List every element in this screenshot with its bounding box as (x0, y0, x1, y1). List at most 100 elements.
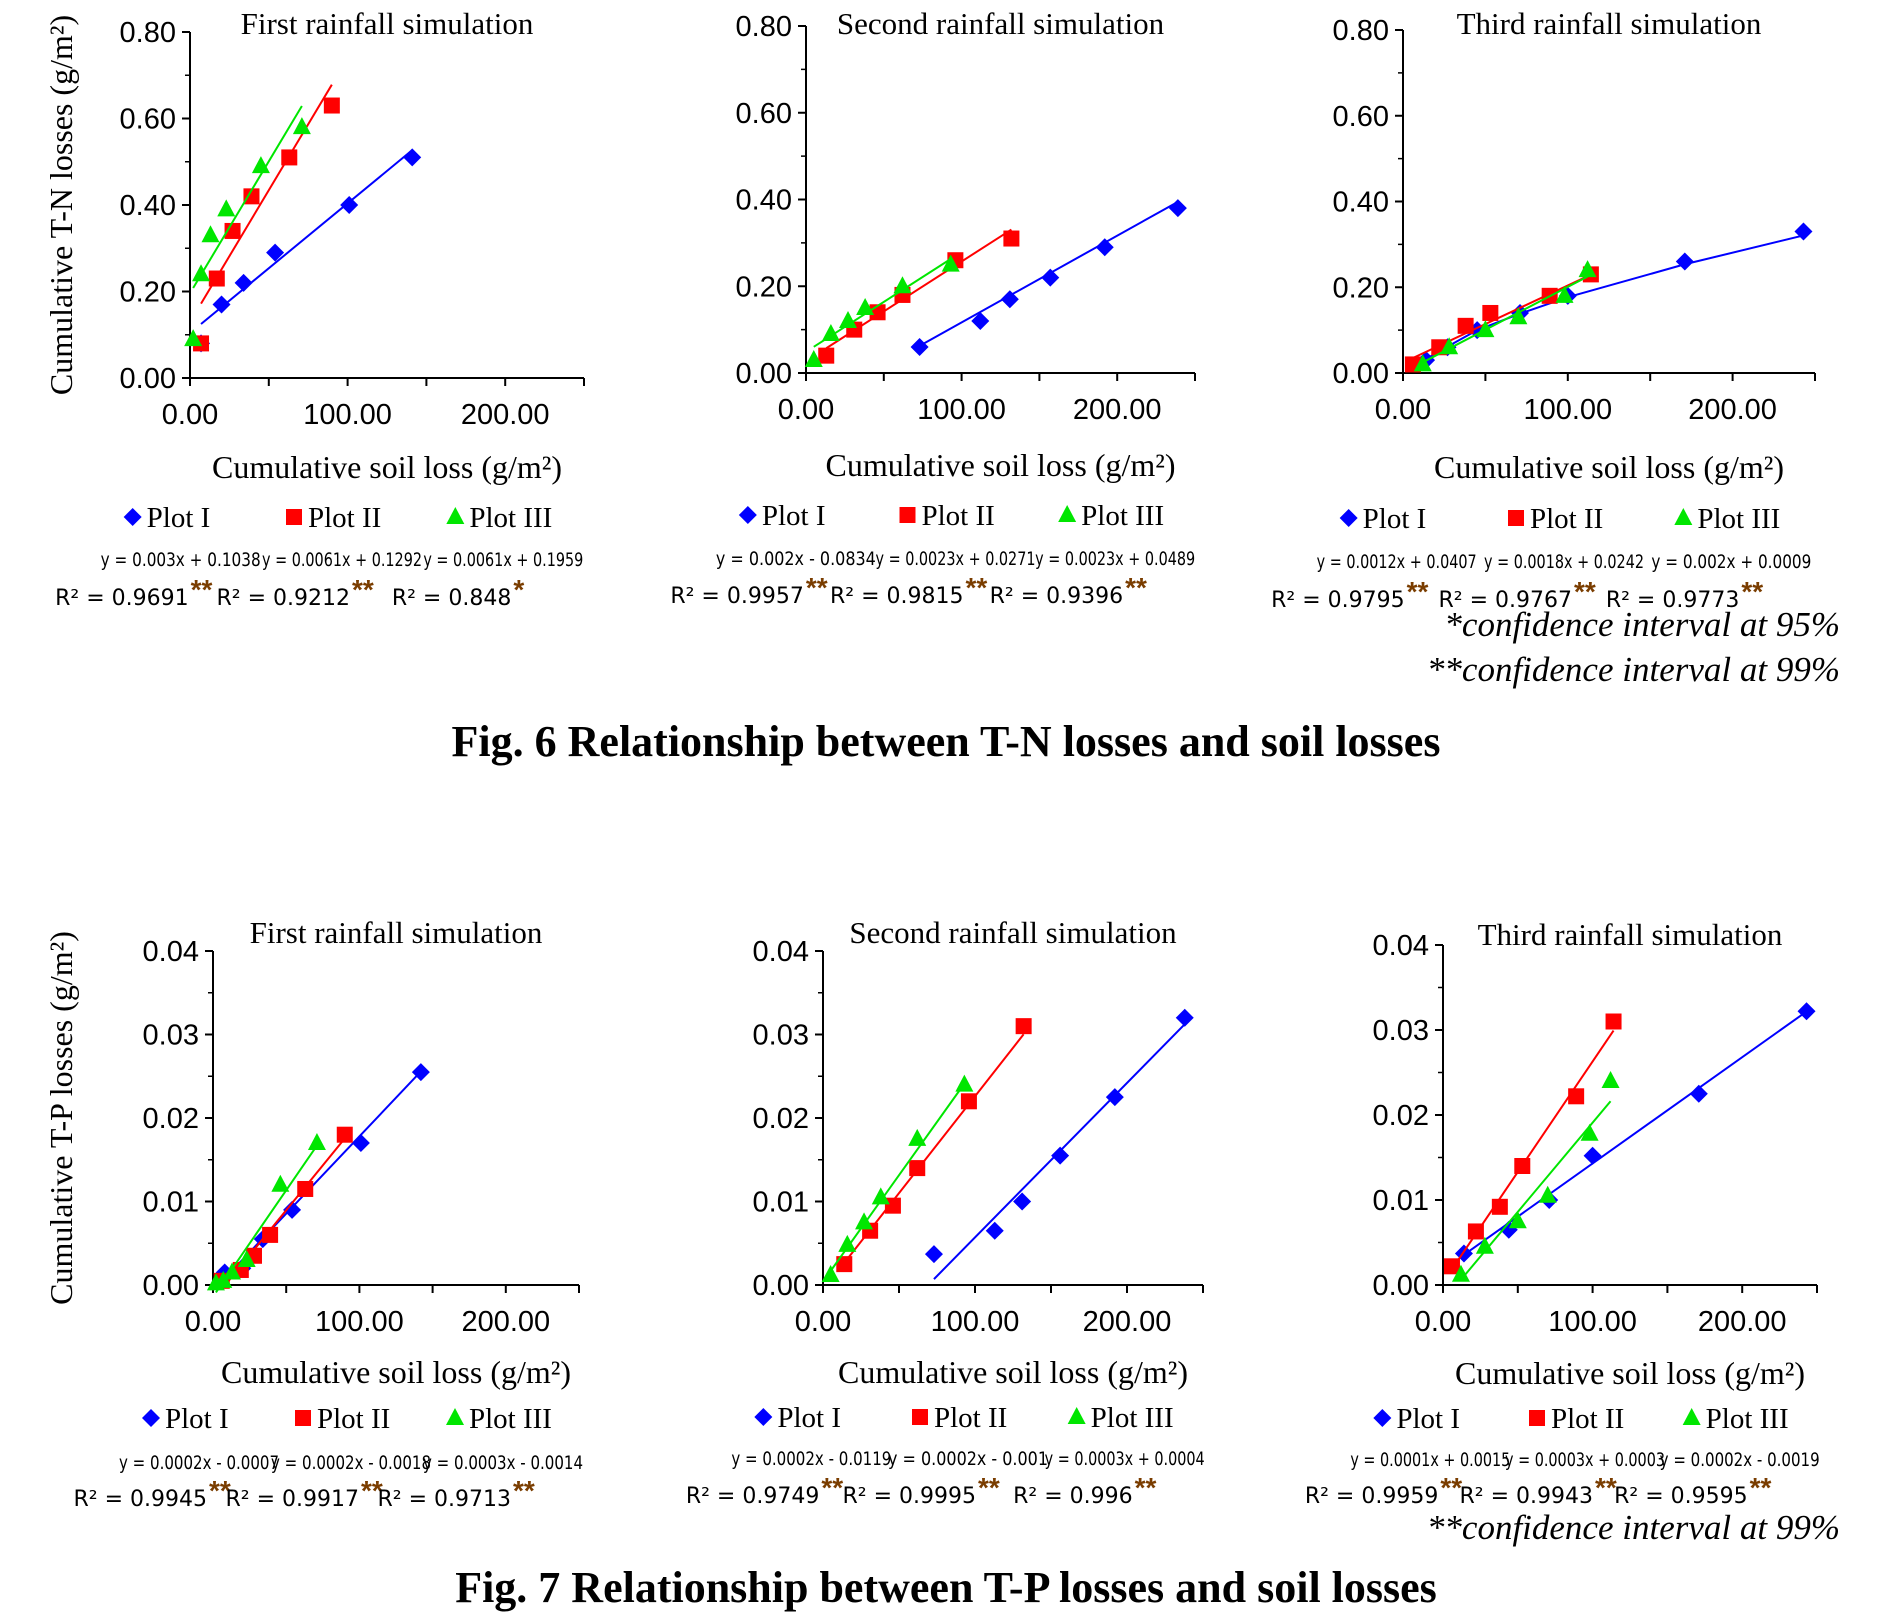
data-point-3 (292, 117, 311, 135)
data-point-3 (223, 1262, 242, 1280)
equation-2: y = 0.0003x + 0.0003 (1505, 1449, 1665, 1471)
data-point-2 (323, 97, 340, 114)
significance-2: ** (352, 574, 374, 605)
chart-title: Second rainfall simulation (837, 6, 1165, 41)
trendline-3 (813, 258, 952, 348)
data-point-2 (1015, 1018, 1032, 1035)
data-point-3 (955, 1074, 974, 1092)
equation-2: y = 0.0023x + 0.0271 (876, 548, 1036, 570)
r2-1: R² = 0.9795 (1271, 588, 1405, 613)
data-point-3 (893, 276, 912, 294)
equation-3: y = 0.002x + 0.0009 (1651, 551, 1811, 573)
y-tick-label: 0.20 (1333, 272, 1389, 304)
data-point-2 (960, 1093, 977, 1110)
y-tick-label: 0.01 (753, 1187, 809, 1219)
data-point-3 (1451, 1264, 1470, 1282)
legend-marker-2 (912, 1409, 928, 1425)
y-tick-label: 0.01 (1373, 1185, 1429, 1217)
y-tick-label: 0.60 (1333, 101, 1389, 133)
data-point-2 (243, 188, 260, 205)
trendline-1 (223, 1070, 422, 1280)
r2-2: R² = 0.9943 (1459, 1484, 1593, 1509)
legend-marker-3 (446, 507, 465, 524)
r2-2: R² = 0.9815 (830, 584, 964, 609)
y-tick-label: 0.40 (120, 190, 176, 222)
legend-marker-3 (1682, 1408, 1701, 1425)
equation-3: y = 0.0061x + 0.1959 (423, 549, 583, 571)
data-point-2 (1491, 1198, 1508, 1215)
data-point-1 (1105, 1088, 1124, 1107)
data-point-3 (804, 349, 823, 367)
y-tick-label: 0.04 (753, 936, 809, 968)
y-axis-label: Cumulative T-N losses (g/m²) (43, 15, 79, 395)
data-point-3 (192, 264, 211, 282)
data-point-2 (836, 1256, 853, 1273)
x-axis-label: Cumulative soil loss (g/m²) (1434, 449, 1784, 485)
data-point-2 (1443, 1258, 1460, 1275)
y-tick-label: 0.40 (736, 185, 792, 217)
data-point-3 (1508, 1211, 1527, 1229)
x-tick-label: 200.00 (1688, 394, 1777, 426)
data-point-1 (1168, 199, 1187, 218)
data-point-1 (283, 1200, 302, 1219)
data-point-1 (1797, 1002, 1816, 1021)
x-tick-label: 200.00 (1698, 1306, 1787, 1338)
legend-label-1: Plot I (1363, 503, 1427, 535)
panel-7-3: Third rainfall simulation 0.00 0.01 0.02 0.0… (1305, 917, 1820, 1509)
legend-marker-2 (295, 1410, 311, 1426)
equation-1: y = 0.0002x - 0.0119 (731, 1448, 891, 1470)
data-point-1 (266, 243, 285, 262)
x-tick-label: 100.00 (931, 1306, 1020, 1338)
data-point-2 (336, 1126, 353, 1143)
trendline-3 (192, 105, 303, 289)
significance-3: * (513, 574, 524, 605)
data-point-1 (971, 311, 990, 330)
equation-2: y = 0.0061x + 0.1292 (262, 549, 422, 571)
significance-1: ** (1440, 1472, 1462, 1503)
data-point-3 (1538, 1185, 1557, 1203)
r2-3: R² = 0.9773 (1606, 588, 1740, 613)
x-tick-label: 100.00 (315, 1306, 404, 1338)
significance-1: ** (1407, 576, 1429, 607)
data-point-2 (884, 1197, 901, 1214)
y-tick-label: 0.04 (1373, 930, 1429, 962)
significance-2: ** (1574, 576, 1596, 607)
data-point-1 (1794, 222, 1813, 241)
y-tick-label: 0.00 (753, 1270, 809, 1302)
legend-marker-1 (1373, 1409, 1392, 1427)
y-tick-label: 0.00 (143, 1270, 199, 1302)
legend-marker-1 (1339, 509, 1358, 527)
chart-title: Second rainfall simulation (849, 915, 1177, 950)
data-point-2 (262, 1226, 279, 1243)
fig7-caption: Fig. 7 Relationship between T-P losses a… (455, 1563, 1437, 1612)
legend-label-2: Plot II (922, 500, 995, 532)
data-point-2 (208, 270, 225, 287)
x-tick-label: 100.00 (1548, 1306, 1637, 1338)
chart-title: First rainfall simulation (250, 915, 543, 950)
legend-marker-2 (899, 507, 916, 523)
x-tick-label: 0.00 (1375, 394, 1431, 426)
data-point-2 (1003, 230, 1020, 247)
legend-label-3: Plot III (469, 502, 552, 534)
data-point-2 (909, 1160, 926, 1177)
panel-7-2: Second rainfall simulation 0.00 0.01 0.02 0.… (686, 915, 1205, 1509)
legend-marker-1 (123, 508, 142, 526)
y-tick-label: 0.20 (120, 277, 176, 309)
r2-2: R² = 0.9917 (225, 1487, 359, 1512)
x-axis-label: Cumulative soil loss (g/m²) (221, 1354, 571, 1390)
r2-1: R² = 0.9749 (686, 1484, 820, 1509)
equation-1: y = 0.0012x + 0.0407 (1317, 551, 1477, 573)
data-point-1 (1013, 1192, 1032, 1211)
data-point-2 (281, 149, 298, 166)
chart-title: First rainfall simulation (241, 6, 534, 41)
x-tick-label: 0.00 (1415, 1306, 1471, 1338)
y-tick-label: 0.00 (1333, 358, 1389, 390)
data-point-3 (838, 1234, 857, 1252)
data-point-2 (1605, 1013, 1622, 1030)
y-tick-label: 0.40 (1333, 187, 1389, 219)
data-point-3 (251, 156, 270, 174)
data-point-1 (1583, 1146, 1602, 1165)
x-tick-label: 200.00 (1083, 1306, 1172, 1338)
legend-marker-1 (738, 506, 757, 524)
